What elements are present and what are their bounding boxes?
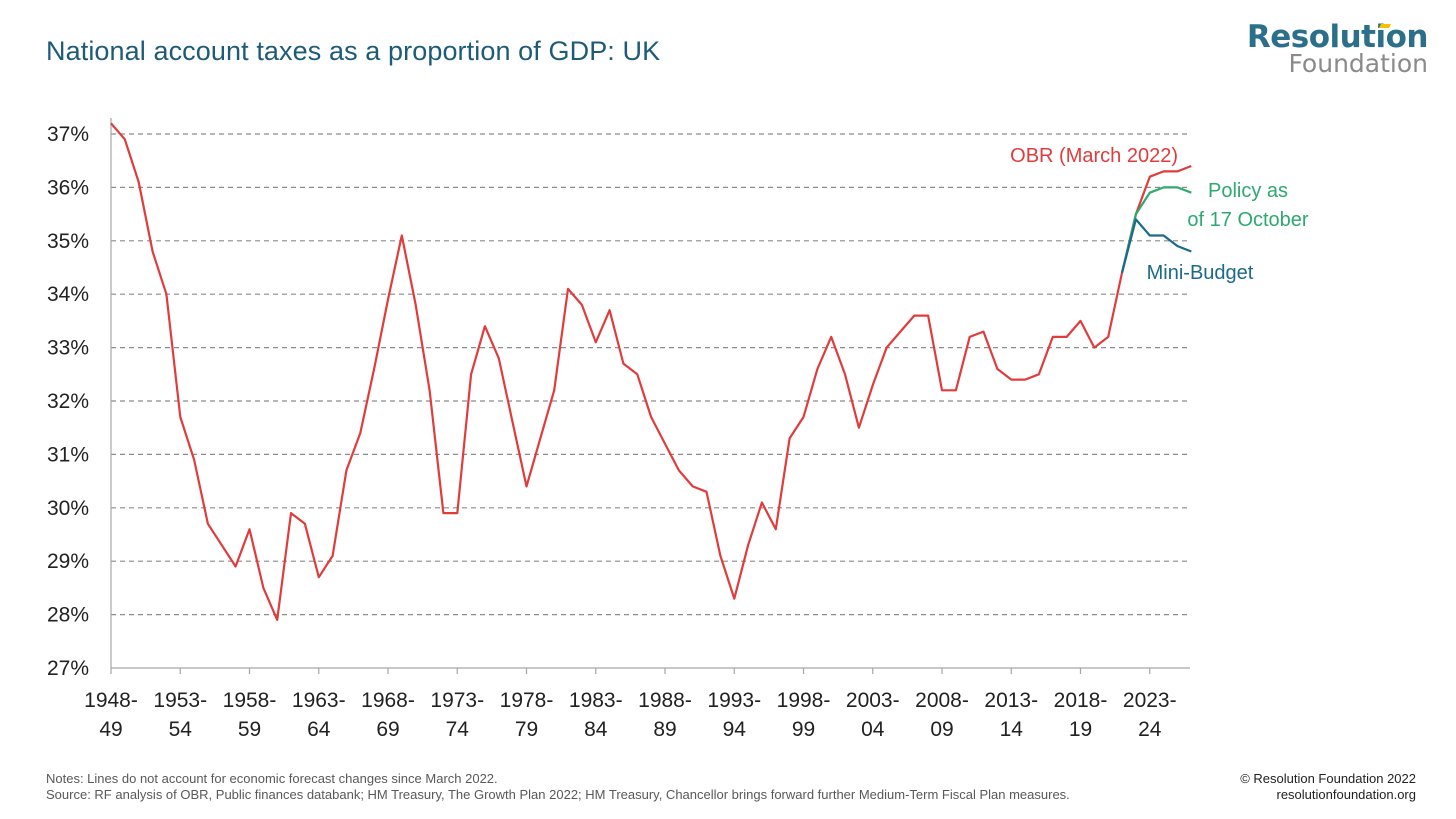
x-tick-label: 49 — [99, 718, 122, 741]
notes-text: Notes: Lines do not account for economic… — [46, 771, 498, 786]
x-tick-label: 24 — [1138, 718, 1162, 741]
x-tick-label: 79 — [515, 718, 538, 741]
chart-footnotes: Notes: Lines do not account for economic… — [46, 771, 1070, 803]
y-tick-label: 32% — [47, 390, 89, 413]
x-tick-label: 2023- — [1123, 689, 1177, 712]
x-tick-label: 2003- — [846, 689, 900, 712]
y-tick-label: 34% — [47, 283, 89, 306]
copyright-text: © Resolution Foundation 2022 — [1240, 771, 1416, 786]
x-tick-label: 69 — [376, 718, 399, 741]
series-annotation: OBR (March 2022) — [1010, 145, 1178, 167]
website-text: resolutionfoundation.org — [1276, 787, 1417, 802]
series-annotations: OBR (March 2022) Policy as of 17 October Mi… — [1010, 145, 1309, 284]
y-tick-label: 31% — [47, 443, 89, 466]
x-tick-label: 1998- — [777, 689, 831, 712]
x-tick-label: 1973- — [430, 689, 484, 712]
x-tick-label: 2018- — [1054, 689, 1108, 712]
gridlines — [111, 133, 1190, 616]
x-tick-label: 74 — [446, 718, 470, 741]
x-tick-label: 54 — [169, 718, 193, 741]
x-tick-label: 1968- — [361, 689, 415, 712]
y-tick-labels: 27% 28% 29% 30% 31% 32% 33% 34% 35% 36% 37% — [47, 123, 89, 680]
logo-line-1: Resolution — [1246, 19, 1429, 55]
y-tick-label: 36% — [47, 176, 89, 199]
x-tick-label: 1993- — [707, 689, 761, 712]
source-text: Source: RF analysis of OBR, Public finan… — [46, 787, 1070, 802]
x-tick-label: 2008- — [915, 689, 969, 712]
x-tick-label: 19 — [1069, 718, 1092, 741]
x-tick-label: 99 — [792, 718, 815, 741]
series-annotation: Mini-Budget — [1147, 262, 1254, 284]
series-lines — [110, 122, 1192, 622]
x-tick-label: 89 — [653, 718, 676, 741]
series-line-2 — [1120, 218, 1192, 274]
x-tick-label: 1963- — [292, 689, 346, 712]
resolution-foundation-logo: Resolution Foundation — [1246, 19, 1429, 78]
x-tick-label: 09 — [930, 718, 953, 741]
x-tick-label: 1948- — [84, 689, 138, 712]
x-tick-label: 14 — [1000, 718, 1024, 741]
x-tick-label: 04 — [861, 718, 885, 741]
x-tick-label: 1988- — [638, 689, 692, 712]
y-tick-label: 35% — [47, 230, 89, 253]
y-tick-label: 29% — [47, 550, 89, 573]
series-line-1 — [1120, 186, 1192, 274]
y-tick-label: 27% — [47, 657, 89, 680]
y-tick-label: 33% — [47, 337, 89, 360]
x-tick-label: 59 — [238, 718, 261, 741]
x-tick-label: 64 — [307, 718, 331, 741]
x-tick-label: 84 — [584, 718, 608, 741]
chart-credits: © Resolution Foundation 2022 resolutionf… — [1240, 771, 1416, 803]
y-tick-label: 30% — [47, 497, 89, 520]
x-tick-label: 1953- — [153, 689, 207, 712]
y-tick-label: 28% — [47, 604, 89, 627]
x-tick-label: 1978- — [500, 689, 554, 712]
series-annotation: of 17 October — [1187, 209, 1309, 231]
x-tick-label: 94 — [723, 718, 747, 741]
logo-line-2: Foundation — [1288, 49, 1428, 78]
x-tick-label: 2013- — [984, 689, 1038, 712]
x-tick-labels: 1948- 49 1953- 54 1958- 59 1963- 64 1968- 69 1973-… — [84, 689, 1176, 741]
series-annotation: Policy as — [1208, 180, 1288, 202]
x-tick-label: 1958- — [223, 689, 277, 712]
x-tick-label: 1983- — [569, 689, 623, 712]
y-tick-label: 37% — [47, 123, 89, 146]
chart-title: National account taxes as a proportion o… — [46, 36, 661, 66]
axes — [110, 118, 1190, 674]
series-line-0 — [110, 122, 1192, 622]
